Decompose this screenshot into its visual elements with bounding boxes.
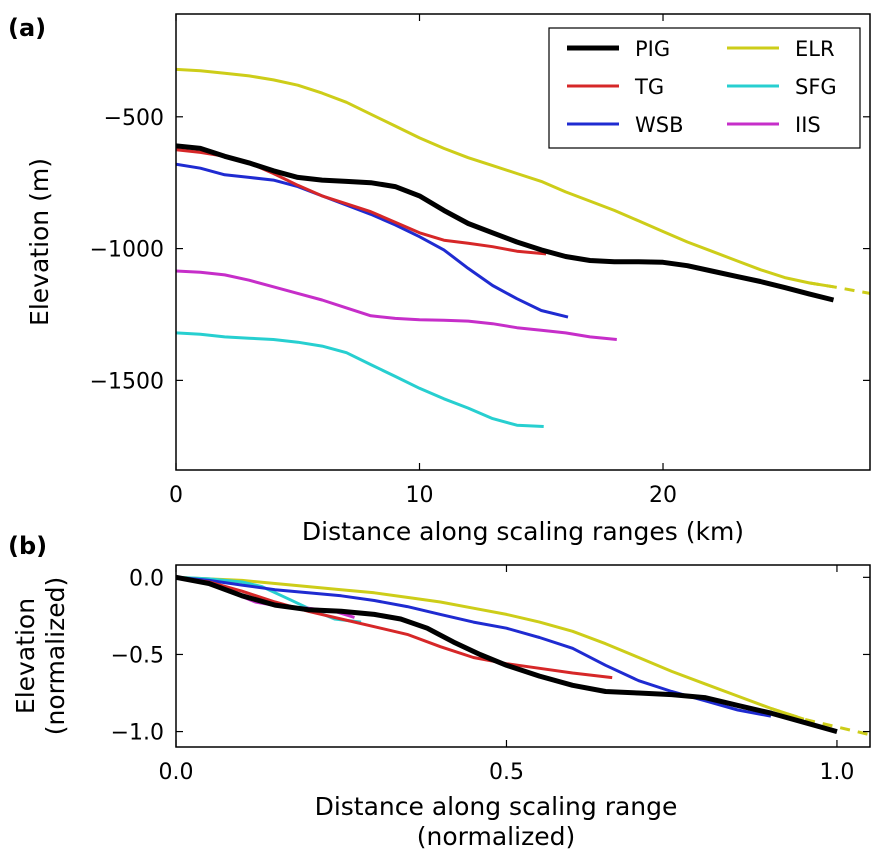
legend: PIG TG WSB ELR SFG IIS (548, 27, 861, 149)
legend-label-iis: IIS (795, 113, 821, 137)
series-elr-dashed-tail (770, 706, 870, 737)
y-tick-label: −1.0 (111, 721, 164, 746)
y-tick-label: −1000 (90, 238, 164, 263)
y-tick-label: −1500 (90, 369, 164, 394)
series-pig-line (176, 574, 838, 735)
x-tick-label: 0.0 (159, 760, 194, 785)
series-group (176, 67, 870, 428)
series-pig-line (176, 143, 835, 303)
y-axis-label: Elevation(normalized) (11, 577, 70, 735)
series-elr-line (176, 575, 805, 721)
y-tick-label: −500 (104, 106, 164, 131)
x-tick-label: 0 (169, 483, 183, 508)
series-iis-line (176, 269, 617, 341)
panel-b: (b) 0.0 0.5 1.0 0.0 −0.5 −1.0 Distance along s… (8, 532, 871, 851)
panel-b-label: (b) (8, 532, 47, 560)
x-tick-label: 20 (649, 483, 677, 508)
legend-label-tg: TG (634, 75, 664, 99)
panel-a-label: (a) (8, 14, 46, 42)
panel-a: (a) 0 10 20 −500 −1000 −1500 Distance along sc… (8, 13, 871, 546)
y-axis-label: Elevation (m) (25, 158, 54, 326)
series-wsb-line (176, 162, 569, 319)
series-sfg-line (176, 331, 544, 428)
x-axis-label: Distance along scaling ranges (km) (302, 517, 744, 546)
legend-label-sfg: SFG (795, 75, 837, 99)
x-axis-label: Distance along scaling range (normalized) (315, 792, 678, 851)
x-tick-label: 10 (406, 483, 434, 508)
legend-label-elr: ELR (795, 37, 835, 61)
series-elr-line (176, 67, 834, 289)
y-tick-label: −0.5 (111, 643, 164, 668)
plot-frame (175, 564, 871, 748)
x-tick-label: 1.0 (819, 760, 854, 785)
series-tg-line (176, 575, 613, 680)
series-wsb-line (176, 575, 772, 718)
x-tick-label: 0.5 (489, 760, 524, 785)
series-elr-dashed-tail (808, 281, 870, 295)
plot-frame (175, 13, 871, 471)
legend-label-pig: PIG (635, 37, 670, 61)
y-tick-label: 0.0 (129, 566, 164, 591)
series-group (176, 574, 870, 737)
legend-label-wsb: WSB (635, 113, 684, 137)
